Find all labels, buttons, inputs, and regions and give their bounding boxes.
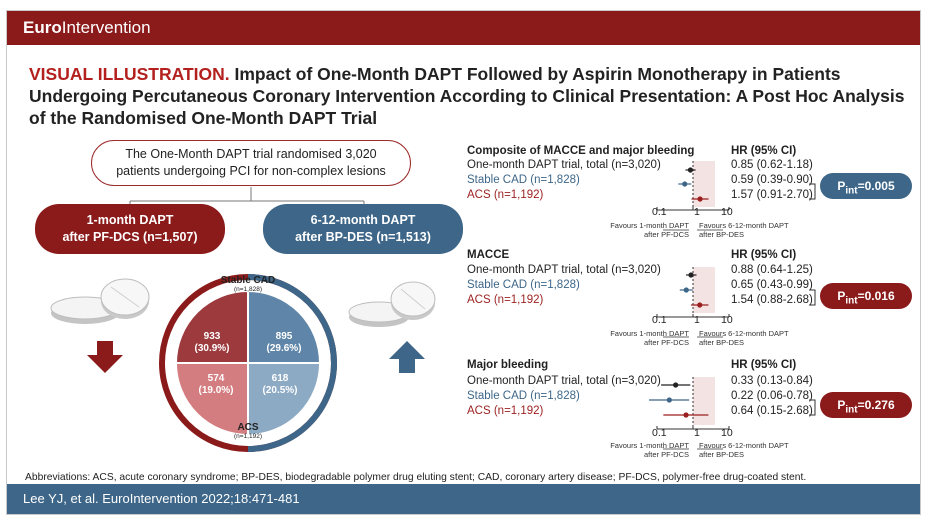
axis-tick-0-1-p3: 0.1 (652, 427, 667, 439)
forest-point-p1-0 (687, 167, 694, 173)
pie-stable-cad-label: Stable CAD (n=1,828) (220, 275, 276, 293)
forest-row-total-2: One-month DAPT trial, total (n=3,020) (467, 264, 661, 276)
favours-right-p3: Favours 6-12-month DAPT after BP-DES (699, 441, 789, 459)
arm-1-month-dapt: 1-month DAPT after PF-DCS (n=1,507) (35, 204, 225, 254)
pill-left-icon (50, 278, 150, 324)
axis-tick-1-p3: 1 (694, 427, 700, 439)
arm-left-subtitle: after PF-DCS (n=1,507) (62, 230, 198, 244)
forest-row-stable-1: Stable CAD (n=1,828) (467, 174, 580, 186)
forest-row-total-3: One-month DAPT trial, total (n=3,020) (467, 375, 661, 387)
forest-hr-header-3: HR (95% CI) (731, 359, 797, 371)
axis-tick-10-p3: 10 (721, 427, 733, 439)
trial-line-2: patients undergoing PCI for non-complex … (116, 164, 386, 178)
study-design-diagram (50, 187, 436, 452)
p-interaction-badge-2: Pint=0.016 (820, 283, 912, 309)
arm-right-subtitle: after BP-DES (n=1,513) (295, 230, 431, 244)
arm-right-title: 6-12-month DAPT (310, 213, 416, 227)
forest-title-2: MACCE (467, 249, 510, 261)
axis-tick-10-p1: 10 (721, 206, 733, 218)
pie-ring-right (247, 274, 337, 452)
axis-tick-1-p2: 1 (694, 314, 700, 326)
arm-left-title: 1-month DAPT (86, 213, 174, 227)
forest-hr-header-1: HR (95% CI) (731, 145, 797, 157)
axis-tick-1-p1: 1 (694, 206, 700, 218)
forest-title-1: Composite of MACCE and major bleeding (467, 145, 695, 157)
trial-summary-box: The One-Month DAPT trial randomised 3,02… (91, 140, 411, 186)
favours-left-p3: Favours 1-month DAPT after PF-DCS (610, 441, 689, 459)
favours-left-p1: Favours 1-month DAPT after PF-DCS (610, 221, 689, 239)
journal-header-bar: EuroIntervention (7, 11, 920, 45)
pie-slice-top-right (247, 289, 322, 364)
arm-6-12-month-dapt: 6-12-month DAPT after BP-DES (n=1,513) (263, 204, 463, 254)
forest-shade-p3 (693, 377, 715, 425)
pie-acs-label: ACS (n=1,192) (233, 422, 262, 440)
forest-hr-header-2: HR (95% CI) (731, 249, 797, 261)
forest-bracket-p1 (809, 183, 816, 200)
forest-point-p1-2 (697, 196, 703, 202)
forest-bracket-p3 (809, 399, 816, 416)
forest-row-acs-1: ACS (n=1,192) (467, 189, 544, 201)
forest-hr-acs-2: 1.54 (0.88-2.68) (731, 294, 813, 306)
arrow-up-icon (389, 341, 425, 373)
forest-row-acs-2: ACS (n=1,192) (467, 294, 544, 306)
forest-hr-acs-1: 1.57 (0.91-2.70) (731, 189, 813, 201)
forest-point-p3-2 (683, 412, 689, 418)
forest-point-p3-1 (666, 397, 672, 403)
forest-hr-total-2: 0.88 (0.64-1.25) (731, 264, 813, 276)
journal-brand: EuroIntervention (23, 18, 151, 37)
pie-value-bottom-right: 618 (20.5%) (262, 373, 298, 396)
p-interaction-badge-1: Pint=0.005 (820, 173, 912, 199)
pie-slice-bottom-right (247, 362, 322, 437)
arrow-down-icon (87, 341, 123, 373)
favours-right-p1: Favours 6-12-month DAPT after BP-DES (699, 221, 789, 239)
forest-hr-total-1: 0.85 (0.62-1.18) (731, 159, 813, 171)
forest-point-p2-0 (688, 272, 694, 278)
forest-hr-stable-3: 0.22 (0.06-0.78) (731, 390, 813, 402)
pie-slice-bottom-left (174, 362, 249, 437)
pie-value-top-right: 895 (29.6%) (266, 331, 302, 354)
favours-right-p2: Favours 6-12-month DAPT after BP-DES (699, 329, 789, 347)
pie-value-bottom-left: 574 (19.0%) (198, 373, 234, 396)
forest-point-p2-1 (683, 287, 689, 293)
forest-shade-p2 (693, 267, 715, 313)
trial-line-1: The One-Month DAPT trial randomised 3,02… (125, 147, 377, 161)
forest-plot-graphics (649, 161, 816, 450)
forest-bracket-p2 (809, 289, 816, 306)
axis-tick-0-1-p1: 0.1 (652, 206, 667, 218)
citation-text: Lee YJ, et al. EuroIntervention 2022;18:… (23, 491, 300, 506)
forest-hr-stable-1: 0.59 (0.39-0.90) (731, 174, 813, 186)
forest-row-total-1: One-month DAPT trial, total (n=3,020) (467, 159, 661, 171)
pie-value-top-left: 933 (30.9%) (194, 331, 230, 354)
forest-point-p3-0 (673, 382, 679, 388)
pie-slice-top-left (174, 289, 249, 364)
forest-title-3: Major bleeding (467, 359, 549, 371)
forest-hr-total-3: 0.33 (0.13-0.84) (731, 375, 813, 387)
forest-row-stable-2: Stable CAD (n=1,828) (467, 279, 580, 291)
forest-point-p2-2 (697, 302, 703, 308)
figure-title: VISUAL ILLUSTRATION. Impact of One-Month… (29, 64, 905, 128)
forest-row-stable-3: Stable CAD (n=1,828) (467, 390, 580, 402)
citation-footer-bar: Lee YJ, et al. EuroIntervention 2022;18:… (7, 484, 920, 514)
pie-slices (174, 289, 322, 437)
forest-hr-acs-3: 0.64 (0.15-2.68) (731, 405, 813, 417)
axis-tick-10-p2: 10 (721, 314, 733, 326)
axis-tick-0-1-p2: 0.1 (652, 314, 667, 326)
connector-lines (129, 187, 365, 207)
pill-right-icon (348, 281, 436, 327)
forest-hr-stable-2: 0.65 (0.43-0.99) (731, 279, 813, 291)
abbreviations-note: Abbreviations: ACS, acute coronary syndr… (25, 472, 807, 483)
forest-point-p1-1 (682, 181, 688, 187)
figure-frame: EuroIntervention VISUAL ILLUSTRATION. Im… (6, 10, 921, 515)
favours-left-p2: Favours 1-month DAPT after PF-DCS (610, 329, 689, 347)
p-interaction-badge-3: Pint=0.276 (820, 392, 912, 418)
forest-row-acs-3: ACS (n=1,192) (467, 405, 544, 417)
forest-shade-p1 (693, 161, 715, 207)
